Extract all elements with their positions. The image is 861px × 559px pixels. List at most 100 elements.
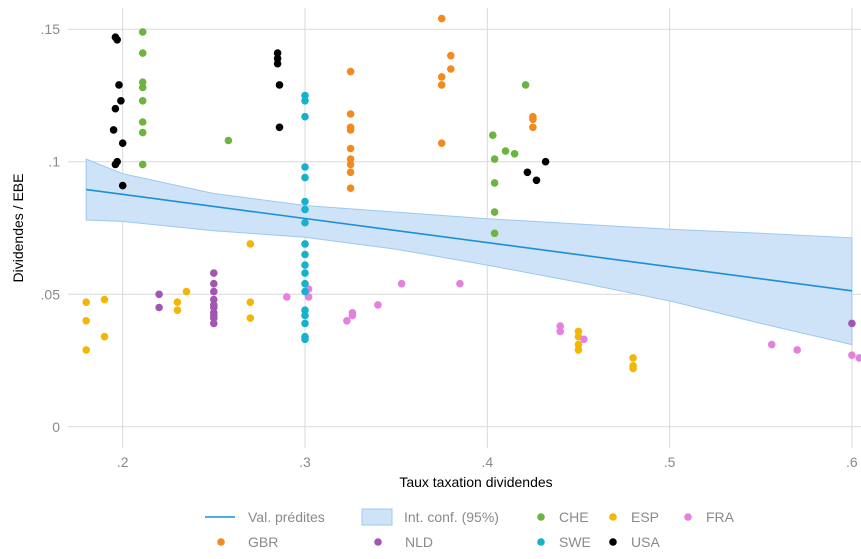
point-fra: [556, 327, 564, 336]
point-esp: [246, 240, 255, 248]
x-tick-label: .4: [481, 454, 493, 470]
point-usa: [273, 54, 282, 63]
point-esp: [574, 340, 583, 349]
point-usa: [275, 123, 284, 132]
point-usa: [115, 81, 123, 89]
point-usa: [523, 168, 532, 177]
point-nld: [155, 303, 163, 312]
y-axis-ticks: 0 .05 .1 .15: [41, 21, 61, 435]
fit-line: [86, 188, 852, 292]
point-che: [138, 28, 147, 36]
legend-key-che: [537, 513, 545, 521]
legend: Val. prédites Int. conf. (95%) CHE ESP FRA GB…: [205, 508, 735, 550]
confidence-band-area: [85, 158, 853, 346]
point-fra: [767, 340, 776, 349]
legend-label: USA: [631, 534, 660, 550]
point-usa: [273, 49, 282, 57]
legend-label: ESP: [631, 509, 659, 525]
point-usa: [118, 181, 127, 190]
point-nld: [155, 290, 163, 299]
point-che: [489, 131, 497, 139]
point-fra: [283, 293, 291, 301]
point-usa: [275, 81, 284, 89]
point-swe: [301, 287, 309, 296]
point-swe: [301, 97, 309, 105]
point-gbr: [346, 155, 355, 163]
legend-key-nld: [374, 538, 382, 546]
point-swe: [301, 205, 309, 214]
point-fra: [397, 279, 406, 288]
point-esp: [629, 364, 637, 373]
point-gbr: [437, 14, 446, 23]
point-swe: [301, 311, 309, 320]
x-axis-label: Taux taxation dividendes: [399, 474, 552, 490]
legend-label: GBR: [248, 534, 278, 550]
point-che: [501, 147, 510, 155]
point-esp: [173, 298, 182, 307]
point-usa: [532, 176, 541, 185]
x-tick-label: .3: [299, 454, 311, 470]
point-fra: [456, 279, 464, 288]
point-fra: [343, 317, 351, 325]
point-usa: [117, 97, 125, 105]
point-esp: [173, 306, 182, 315]
point-esp: [100, 295, 109, 304]
point-che: [138, 83, 147, 92]
point-nld: [210, 287, 218, 296]
point-nld: [210, 279, 218, 288]
fitted-line: [86, 188, 852, 292]
point-fra: [374, 301, 382, 309]
point-che: [138, 78, 147, 86]
point-usa: [111, 104, 120, 113]
point-nld: [210, 319, 218, 328]
point-gbr: [346, 67, 355, 76]
point-che: [138, 118, 147, 126]
point-swe: [301, 91, 309, 100]
legend-key-gbr: [217, 538, 225, 546]
point-gbr: [447, 51, 455, 60]
point-gbr: [529, 115, 537, 124]
point-nld: [848, 319, 856, 328]
point-swe: [301, 335, 309, 344]
point-usa: [273, 59, 282, 68]
point-gbr: [346, 126, 355, 134]
point-usa: [111, 160, 120, 169]
legend-key-esp: [609, 513, 617, 521]
point-che: [490, 179, 499, 187]
point-fra: [304, 293, 313, 301]
point-che: [490, 155, 499, 163]
point-nld: [210, 269, 218, 277]
x-tick-label: .6: [846, 454, 858, 470]
point-che: [510, 150, 519, 158]
legend-label: CHE: [559, 509, 589, 525]
point-fra: [855, 354, 861, 362]
y-tick-label: .05: [41, 286, 61, 302]
point-usa: [541, 157, 550, 166]
point-gbr: [346, 144, 355, 153]
legend-key-fra: [684, 513, 692, 521]
point-usa: [109, 126, 118, 134]
legend-label: FRA: [706, 509, 735, 525]
point-fra: [580, 335, 588, 344]
legend-label: Val. prédites: [248, 509, 325, 525]
legend-key-ci: [361, 508, 393, 526]
point-che: [490, 208, 499, 216]
point-fra: [793, 346, 801, 354]
point-esp: [246, 314, 255, 322]
legend-label: Int. conf. (95%): [404, 509, 499, 525]
point-esp: [574, 327, 583, 336]
point-esp: [82, 298, 90, 307]
legend-key-swe: [537, 538, 545, 546]
point-swe: [301, 112, 309, 121]
point-che: [138, 128, 147, 137]
point-esp: [100, 332, 109, 341]
point-gbr: [437, 139, 446, 147]
point-esp: [629, 354, 637, 362]
point-fra: [556, 322, 564, 330]
point-esp: [246, 298, 255, 307]
grid: [68, 8, 861, 448]
point-swe: [301, 261, 309, 269]
point-gbr: [346, 184, 355, 192]
point-che: [521, 81, 530, 89]
